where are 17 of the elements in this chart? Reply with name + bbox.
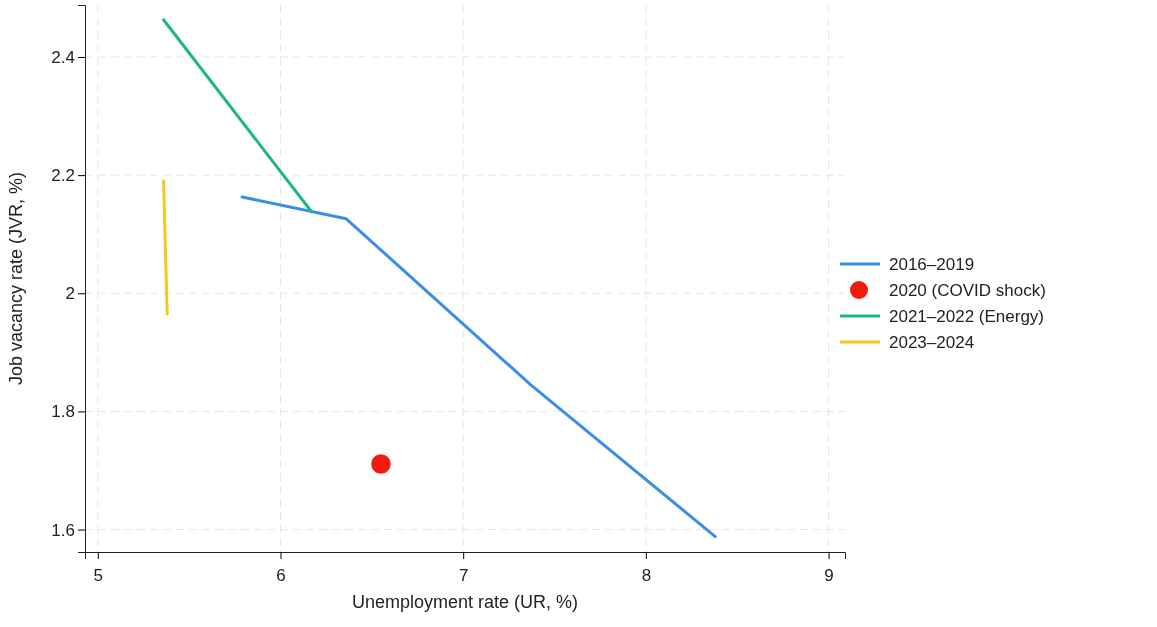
y-tick-label: 1.6 xyxy=(51,520,75,540)
x-tick-label: 5 xyxy=(93,565,104,585)
y-tick-label: 2.4 xyxy=(51,47,75,67)
legend-label: 2020 (COVID shock) xyxy=(889,280,1046,300)
line-series xyxy=(240,195,717,539)
x-tick-label: 6 xyxy=(276,565,286,585)
y-tick-label: 2.2 xyxy=(51,166,75,186)
x-tick-label: 8 xyxy=(641,565,652,585)
x-tick-label: 9 xyxy=(824,565,834,585)
y-tick-label: 2 xyxy=(65,284,75,304)
legend-label: 2023–2024 xyxy=(889,332,975,352)
y-tick-label: 1.8 xyxy=(51,402,75,422)
x-axis-title: Unemployment rate (UR, %) xyxy=(351,592,579,612)
legend-label: 2021–2022 (Energy) xyxy=(889,306,1045,326)
legend-label: 2016–2019 xyxy=(889,254,975,274)
x-tick-label: 7 xyxy=(458,565,469,585)
y-axis-title: Job vacancy rate (JVR, %) xyxy=(6,171,26,386)
